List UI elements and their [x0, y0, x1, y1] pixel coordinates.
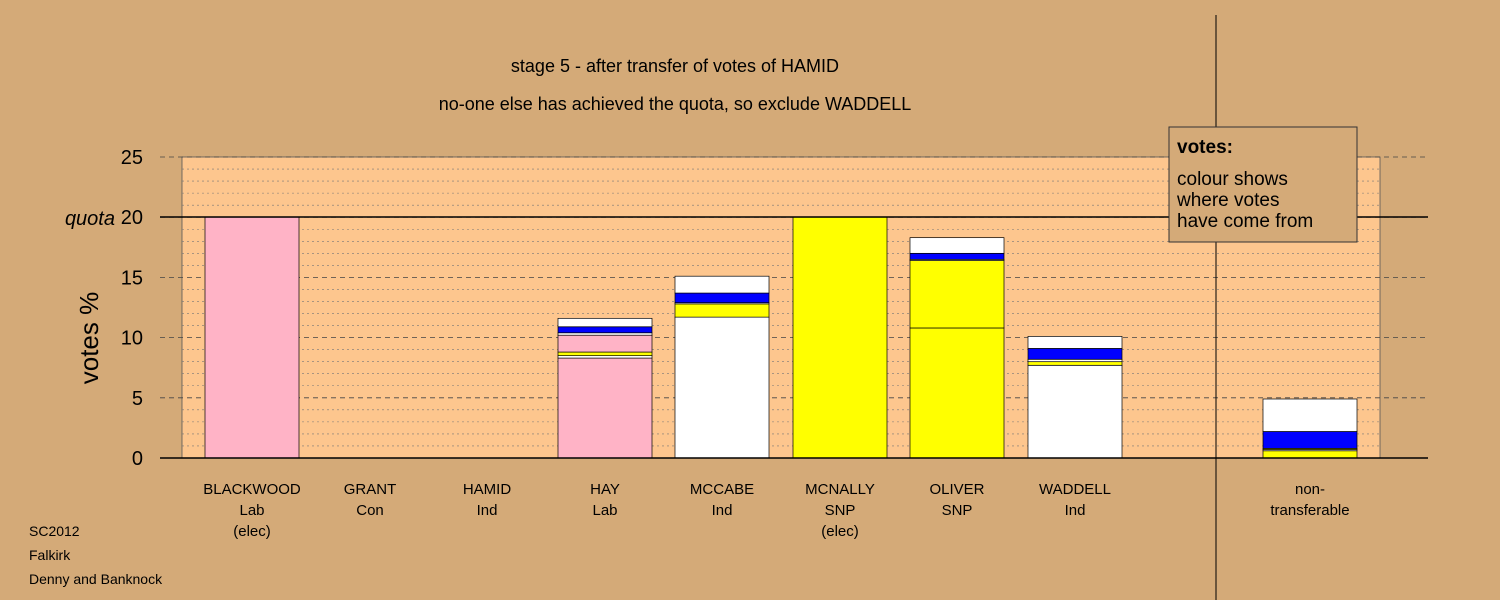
x-tick-label: non-	[1295, 481, 1325, 498]
chart-subtitle: no-one else has achieved the quota, so e…	[439, 94, 912, 114]
bar-segment	[557, 332, 653, 336]
footer-line: Denny and Banknock	[29, 571, 163, 587]
footer-line: Falkirk	[29, 547, 71, 563]
bar-segment	[557, 334, 653, 353]
legend-title: votes:	[1177, 137, 1233, 158]
x-tick-label: SNP	[825, 502, 856, 519]
footer: SC2012 Falkirk Denny and Banknock	[29, 523, 163, 587]
x-tick-label: Ind	[712, 502, 733, 519]
legend-line: colour shows	[1177, 169, 1288, 190]
bar-segment	[557, 351, 653, 357]
x-tick-label: Con	[356, 502, 384, 519]
bar-segment	[1027, 358, 1123, 363]
x-tick-label: SNP	[942, 502, 973, 519]
bar-segment	[674, 303, 770, 318]
footer-line: SC2012	[29, 523, 80, 539]
bar-segment	[909, 252, 1005, 260]
bar-segment	[1027, 336, 1123, 349]
x-tick-label: Lab	[239, 502, 264, 519]
bars	[204, 216, 1358, 459]
x-tick-label: GRANT	[344, 481, 397, 498]
bar-segment	[1262, 431, 1358, 449]
x-tick-label: Lab	[592, 502, 617, 519]
chart-title: stage 5 - after transfer of votes of HAM…	[511, 56, 839, 76]
bar-segment	[1262, 450, 1358, 459]
x-axis-labels: BLACKWOOD Lab (elec) GRANT Con HAMID Ind HAY Lab…	[203, 481, 1349, 540]
x-tick-label: WADDELL	[1039, 481, 1111, 498]
bar-segment	[792, 216, 888, 459]
bar-segment	[557, 317, 653, 328]
bar-segment	[674, 292, 770, 304]
bar-segment	[557, 355, 653, 359]
x-tick-label: (elec)	[233, 523, 271, 540]
x-tick-label: OLIVER	[929, 481, 984, 498]
x-tick-label: (elec)	[821, 523, 859, 540]
bar-segment	[557, 326, 653, 334]
x-tick-label: BLACKWOOD	[203, 481, 301, 498]
bar-segment	[1262, 398, 1358, 432]
y-tick-label: 20	[121, 207, 143, 229]
bar-segment	[674, 275, 770, 294]
quota-label: quota	[65, 208, 115, 230]
x-tick-label: MCCABE	[690, 481, 754, 498]
x-tick-label: MCNALLY	[805, 481, 875, 498]
legend: votes: colour shows where votes have com…	[1168, 126, 1358, 243]
legend-line: have come from	[1177, 211, 1313, 232]
y-tick-label: 0	[132, 448, 143, 470]
y-axis-label: votes %	[74, 292, 104, 385]
x-tick-label: transferable	[1270, 502, 1349, 519]
y-tick-label: 10	[121, 328, 143, 350]
bar-segment	[1027, 364, 1123, 459]
y-axis-ticks: 0 5 10 15 20 25	[121, 147, 143, 470]
y-tick-label: 5	[132, 388, 143, 410]
bar-segment	[1027, 361, 1123, 366]
legend-line: where votes	[1176, 190, 1279, 211]
bar-segment	[204, 216, 300, 459]
bar-segment	[674, 316, 770, 459]
x-tick-label: HAMID	[463, 481, 512, 498]
bar-segment	[909, 327, 1005, 459]
bar-segment	[1027, 348, 1123, 360]
bar-segment	[909, 260, 1005, 329]
y-tick-label: 15	[121, 267, 143, 289]
y-tick-label: 25	[121, 147, 143, 169]
bar-segment	[557, 357, 653, 459]
x-tick-label: HAY	[590, 481, 620, 498]
legend-box	[1168, 126, 1358, 243]
bar-segment	[909, 237, 1005, 254]
x-tick-label: Ind	[477, 502, 498, 519]
x-tick-label: Ind	[1065, 502, 1086, 519]
